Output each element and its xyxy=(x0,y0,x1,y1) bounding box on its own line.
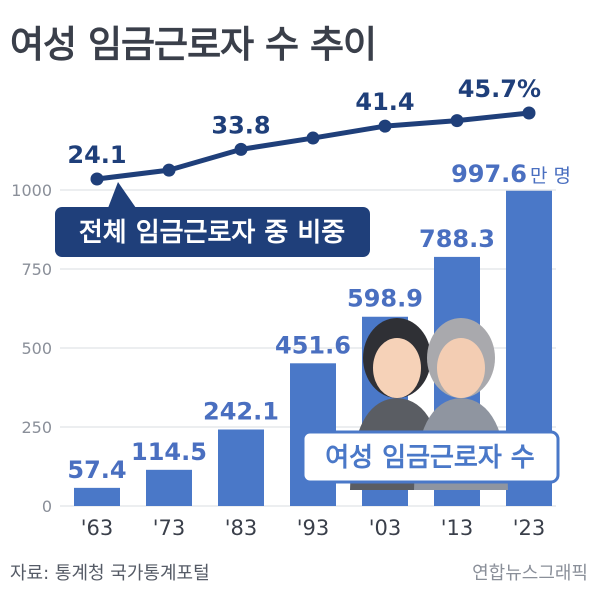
line-series-badge xyxy=(55,207,370,257)
line-point xyxy=(522,106,536,120)
bar-value-label: 57.4 xyxy=(67,456,126,484)
line-value-label: 41.4 xyxy=(355,88,414,116)
bar-value-label: 451.6 xyxy=(275,331,351,359)
line-value-label: 45.7% xyxy=(458,75,541,103)
bar-series-badge xyxy=(301,430,560,484)
line-point xyxy=(162,163,176,177)
x-tick-label: '73 xyxy=(153,516,186,540)
line-point xyxy=(306,131,320,145)
bar xyxy=(146,469,192,506)
line-point xyxy=(90,172,104,186)
person-senior-icon-face xyxy=(437,338,485,398)
x-tick-label: '83 xyxy=(225,516,258,540)
line-point xyxy=(378,119,392,133)
bar-value-label: 788.3 xyxy=(419,225,495,253)
chart-title: 여성 임금근로자 수 추이 xyxy=(10,23,377,66)
y-tick-label: 500 xyxy=(21,339,52,358)
bar-value-label: 242.1 xyxy=(203,397,279,425)
x-tick-label: '13 xyxy=(441,516,474,540)
line-point xyxy=(450,114,464,128)
y-tick-label: 0 xyxy=(42,497,52,516)
bar-series-label: 여성 임금근로자 수 xyxy=(325,443,534,473)
bar xyxy=(218,429,264,506)
bar-value-label: 598.9 xyxy=(347,285,423,313)
y-tick-label: 250 xyxy=(21,418,52,437)
y-tick-label: 1000 xyxy=(11,181,52,200)
bar-value-label: 114.5 xyxy=(131,438,207,466)
x-tick-label: '93 xyxy=(297,516,330,540)
line-series-label: 전체 임금근로자 중 비중 xyxy=(79,218,345,248)
credit-note: 연합뉴스그래픽 xyxy=(472,563,588,584)
x-tick-label: '63 xyxy=(81,516,114,540)
line-value-label: 24.1 xyxy=(67,141,126,169)
bar-value-unit: 만 명 xyxy=(530,165,571,187)
x-tick-label: '23 xyxy=(513,516,546,540)
source-note: 자료: 통계청 국가통계포털 xyxy=(10,563,210,584)
bar xyxy=(74,487,120,506)
bar-value-label: 997.6 xyxy=(451,160,527,188)
line-badge-pointer xyxy=(108,182,136,208)
line-value-label: 33.8 xyxy=(211,111,270,139)
person-young-icon-face xyxy=(373,338,421,398)
line-point xyxy=(234,142,248,156)
y-tick-label: 750 xyxy=(21,260,52,279)
x-tick-label: '03 xyxy=(369,516,402,540)
